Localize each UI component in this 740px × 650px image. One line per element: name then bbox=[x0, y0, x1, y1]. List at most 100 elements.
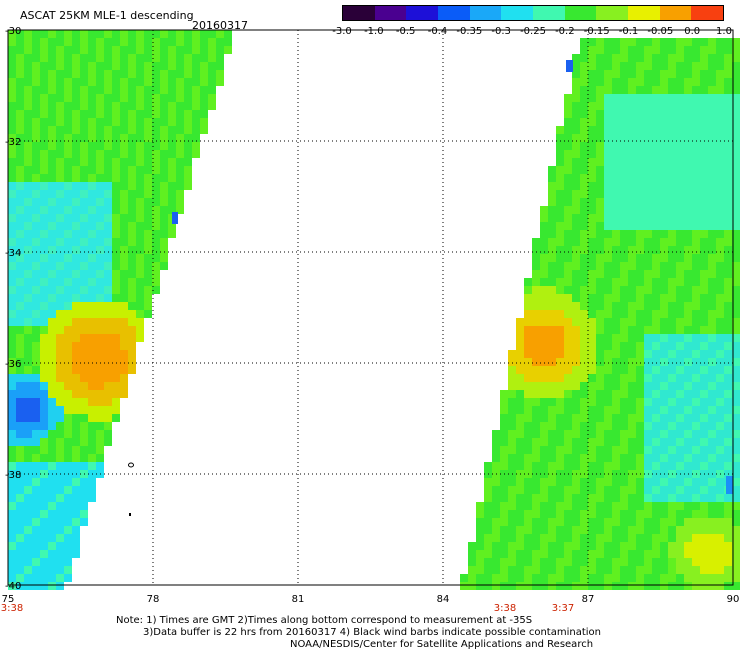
swath-cell bbox=[580, 86, 588, 94]
swath-cell bbox=[604, 190, 612, 198]
swath-cell bbox=[580, 262, 588, 270]
swath-cell bbox=[104, 374, 112, 382]
swath-cell bbox=[684, 518, 692, 526]
swath-cell bbox=[144, 86, 152, 94]
swath-cell bbox=[708, 518, 716, 526]
swath-cell bbox=[540, 278, 548, 286]
swath-cell bbox=[684, 486, 692, 494]
swath-cell bbox=[56, 78, 64, 86]
swath-cell bbox=[652, 310, 660, 318]
swath-cell bbox=[732, 78, 740, 86]
swath-cell bbox=[620, 238, 628, 246]
swath-cell bbox=[72, 198, 80, 206]
swath-cell bbox=[596, 342, 604, 350]
swath-cell bbox=[604, 150, 612, 158]
swath-cell bbox=[120, 86, 128, 94]
swath-cell bbox=[32, 582, 40, 590]
swath-cell bbox=[48, 382, 56, 390]
swath-cell bbox=[700, 286, 708, 294]
swath-cell bbox=[644, 158, 652, 166]
swath-cell bbox=[104, 86, 112, 94]
swath-cell bbox=[700, 478, 708, 486]
swath-cell bbox=[184, 174, 192, 182]
swath-cell bbox=[8, 94, 16, 102]
swath-cell bbox=[732, 510, 740, 518]
swath-cell bbox=[8, 494, 16, 502]
swath-cell bbox=[668, 142, 676, 150]
swath-cell bbox=[500, 430, 508, 438]
swath-cell bbox=[72, 254, 80, 262]
swath-cell bbox=[72, 486, 80, 494]
swath-cell bbox=[644, 270, 652, 278]
swath-cell bbox=[708, 86, 716, 94]
swath-cell bbox=[548, 286, 556, 294]
swath-cell bbox=[104, 38, 112, 46]
swath-cell bbox=[668, 222, 676, 230]
swath-cell bbox=[716, 158, 724, 166]
swath-cell bbox=[724, 518, 732, 526]
swath-cell bbox=[88, 190, 96, 198]
swath-cell bbox=[652, 278, 660, 286]
swath-cell bbox=[652, 510, 660, 518]
swath-cell bbox=[168, 166, 176, 174]
swath-cell bbox=[588, 406, 596, 414]
swath-cell bbox=[716, 190, 724, 198]
swath-cell bbox=[628, 582, 636, 590]
swath-cell bbox=[708, 478, 716, 486]
swath-cell bbox=[48, 270, 56, 278]
swath-cell bbox=[136, 86, 144, 94]
swath-cell bbox=[716, 118, 724, 126]
swath-cell bbox=[16, 246, 24, 254]
swath-cell bbox=[708, 110, 716, 118]
swath-cell bbox=[668, 366, 676, 374]
swath-cell bbox=[508, 566, 516, 574]
swath-cell bbox=[652, 502, 660, 510]
swath-cell bbox=[620, 302, 628, 310]
swath-cell bbox=[716, 510, 724, 518]
swath-cell bbox=[588, 278, 596, 286]
swath-cell bbox=[684, 110, 692, 118]
swath-cell bbox=[160, 134, 168, 142]
swath-cell bbox=[56, 486, 64, 494]
swath-cell bbox=[684, 534, 692, 542]
swath-cell bbox=[64, 398, 72, 406]
swath-cell bbox=[636, 94, 644, 102]
swath-cell bbox=[40, 230, 48, 238]
swath-cell bbox=[80, 334, 88, 342]
swath-cell bbox=[612, 334, 620, 342]
swath-cell bbox=[588, 446, 596, 454]
swath-cell bbox=[628, 78, 636, 86]
swath-cell bbox=[16, 118, 24, 126]
swath-cell bbox=[580, 334, 588, 342]
swath-cell bbox=[112, 94, 120, 102]
swath-cell bbox=[676, 78, 684, 86]
swath-cell bbox=[136, 134, 144, 142]
swath-cell bbox=[572, 86, 580, 94]
swath-cell bbox=[660, 502, 668, 510]
swath-cell bbox=[588, 318, 596, 326]
swath-cell bbox=[200, 30, 208, 38]
swath-cell bbox=[620, 566, 628, 574]
swath-cell bbox=[40, 206, 48, 214]
swath-cell bbox=[64, 270, 72, 278]
swath-cell bbox=[176, 142, 184, 150]
swath-cell bbox=[72, 454, 80, 462]
swath-cell bbox=[176, 30, 184, 38]
swath-cell bbox=[8, 118, 16, 126]
swath-cell bbox=[620, 270, 628, 278]
swath-cell bbox=[96, 94, 104, 102]
swath-cell bbox=[96, 318, 104, 326]
swath-cell bbox=[144, 310, 152, 318]
swath-cell bbox=[32, 70, 40, 78]
swath-cell bbox=[596, 126, 604, 134]
swath-cell bbox=[16, 294, 24, 302]
swath-cell bbox=[596, 310, 604, 318]
swath-cell bbox=[708, 534, 716, 542]
swath-cell bbox=[24, 262, 32, 270]
swath-cell bbox=[564, 238, 572, 246]
swath-cell bbox=[724, 438, 732, 446]
swath-cell bbox=[112, 382, 120, 390]
swath-cell bbox=[564, 318, 572, 326]
swath-cell bbox=[160, 262, 168, 270]
swath-cell bbox=[732, 222, 740, 230]
